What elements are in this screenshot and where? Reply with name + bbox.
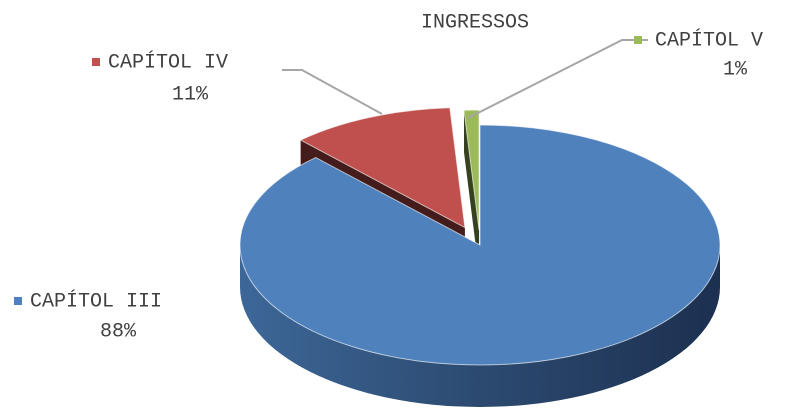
leader-line	[282, 69, 383, 115]
slice-top	[239, 124, 721, 366]
data-label-value: 88%	[100, 320, 137, 343]
pie-slice	[239, 124, 721, 407]
slice-top	[463, 109, 480, 231]
data-label-value: 1%	[723, 58, 748, 81]
leader-line	[467, 39, 648, 119]
slice-side	[240, 245, 720, 407]
legend-marker	[634, 36, 642, 44]
slice-top	[299, 107, 466, 229]
legend-marker	[14, 297, 22, 305]
chart-title: INGRESSOS	[421, 11, 529, 34]
slice-side	[463, 110, 480, 273]
data-label-value: 11%	[172, 83, 209, 106]
legend-marker	[92, 58, 100, 66]
pie-slice	[463, 109, 480, 273]
data-label-name: CAPÍTOL III	[30, 289, 162, 313]
data-label-name: CAPÍTOL IV	[108, 50, 228, 74]
data-label-name: CAPÍTOL V	[655, 28, 763, 52]
